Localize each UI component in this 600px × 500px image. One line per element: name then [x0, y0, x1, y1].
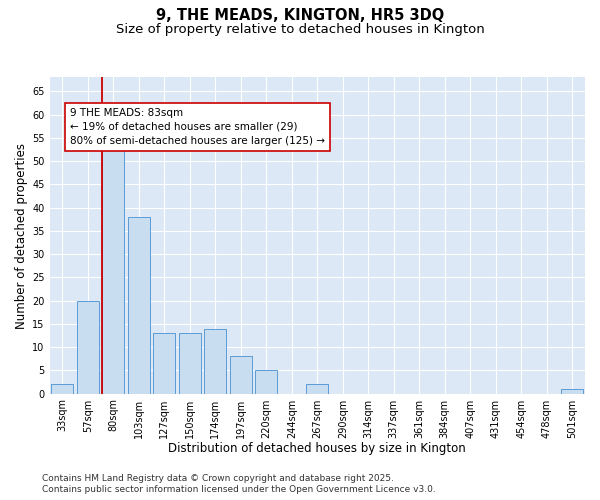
Y-axis label: Number of detached properties: Number of detached properties [15, 142, 28, 328]
X-axis label: Distribution of detached houses by size in Kington: Distribution of detached houses by size … [169, 442, 466, 455]
Bar [103, 142, 124, 394]
Bar [562, 389, 583, 394]
Text: 9, THE MEADS, KINGTON, HR5 3DQ: 9, THE MEADS, KINGTON, HR5 3DQ [156, 8, 444, 22]
Bar [77, 300, 98, 394]
Bar [179, 333, 200, 394]
Bar [230, 356, 251, 394]
Bar [154, 333, 175, 394]
Bar [307, 384, 328, 394]
Bar [205, 328, 226, 394]
Bar [128, 217, 149, 394]
Bar [52, 384, 73, 394]
Text: Size of property relative to detached houses in Kington: Size of property relative to detached ho… [116, 22, 484, 36]
Text: Contains HM Land Registry data © Crown copyright and database right 2025.
Contai: Contains HM Land Registry data © Crown c… [42, 474, 436, 494]
Text: 9 THE MEADS: 83sqm
← 19% of detached houses are smaller (29)
80% of semi-detache: 9 THE MEADS: 83sqm ← 19% of detached hou… [70, 108, 325, 146]
Bar [256, 370, 277, 394]
